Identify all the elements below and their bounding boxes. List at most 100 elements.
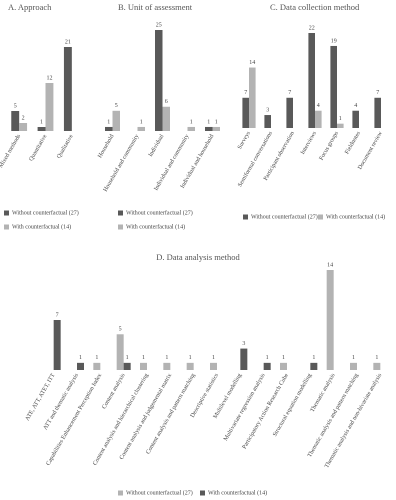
bar [264,115,271,128]
bar [155,30,163,131]
value-label: 1 [107,119,110,125]
value-label: 4 [317,103,320,109]
bar [205,126,213,131]
bar [242,97,249,128]
value-label: 14 [249,60,255,66]
value-label: 3 [242,341,245,347]
bar [63,47,72,131]
bar [352,110,359,128]
value-label: 5 [119,327,122,333]
legend-swatch [4,224,9,230]
bar [112,110,120,131]
value-label: 1 [140,119,143,125]
value-label: 5 [115,103,118,109]
bar [350,362,357,370]
value-label: 1 [375,355,378,361]
x-tick-label: Household [97,134,115,160]
bar [186,362,194,370]
bar [187,126,195,131]
chart-title: C. Data collection method [270,2,360,12]
value-label: 3 [266,107,269,113]
x-tick-label: Participatory Action Research Cube [242,372,290,450]
value-label: 22 [309,25,315,31]
value-label: 7 [376,90,379,96]
legend-swatch [243,214,248,220]
value-label: 1 [266,355,269,361]
legend-label: With counterfactual (14) [12,223,71,230]
value-label: 4 [354,103,357,109]
value-label: 1 [312,355,315,361]
value-label: 1 [215,119,218,125]
x-tick-label: Content analysis [101,372,126,410]
value-label: 1 [189,355,192,361]
value-label: 1 [207,119,210,125]
legend-label: With counterfactual (14) [208,489,267,496]
legend-swatch [118,210,123,216]
value-label: 21 [65,39,71,45]
value-label: 1 [190,119,193,125]
legend-label: Without counterfactual (27) [12,209,79,216]
bar [140,362,147,370]
x-tick-label: Individual [148,133,166,158]
bar [11,111,20,131]
legend-label: Without counterfactual (27) [126,209,193,216]
bar [212,126,220,131]
legend-swatch [200,490,205,496]
chart-title: D. Data analysis method [156,252,240,262]
bar [77,362,84,370]
bar [326,270,334,370]
x-tick-label: Content analysis and pattern matching [145,373,196,456]
bar [37,127,46,131]
legend-swatch [4,210,9,216]
x-tick-label: Interviews [300,130,318,156]
value-label: 1 [165,355,168,361]
legend-swatch [118,224,123,230]
value-label: 1 [282,355,285,361]
value-label: 1 [126,355,129,361]
value-label: 1 [79,355,82,361]
legend-label: Without counterfactual (27) [251,213,318,220]
x-tick-label: Document review [357,130,384,171]
value-label: 1 [352,355,355,361]
x-tick-label: Multivariate regression analysis [223,372,267,442]
value-label: 12 [46,75,52,81]
x-tick-label: Focus groups [319,130,341,161]
x-tick-label: Fieldnotes [344,130,362,155]
bar [280,362,287,370]
bar [210,362,217,370]
bar [374,97,381,128]
value-label: 1 [339,116,342,122]
bar [116,334,124,370]
value-label: 7 [56,312,59,318]
bar [249,67,256,128]
bar [53,320,61,370]
value-label: 2 [22,115,25,121]
bar [123,362,131,370]
value-label: 1 [40,119,43,125]
bar [137,126,145,131]
value-label: 6 [165,99,168,105]
legend-label: With counterfactual (14) [326,213,385,220]
legend-label: Without counterfactual (27) [126,489,193,496]
value-label: 5 [14,103,17,109]
x-tick-label: Qualitative [56,133,75,159]
bar [240,348,248,370]
bar [337,123,344,128]
value-label: 7 [244,90,247,96]
bar [19,123,28,131]
bar [163,362,171,370]
bar [263,362,271,370]
value-label: 1 [95,355,98,361]
bar [105,126,113,131]
x-tick-label: Quantitative [28,133,48,162]
bar [45,83,54,131]
bar [310,362,318,370]
value-label: 14 [327,262,333,268]
bar [330,45,337,128]
bar [286,97,293,128]
value-label: 19 [331,38,337,44]
x-tick-label: Mixed methods [0,133,22,169]
chart-title: B. Unit of assessment [118,2,193,12]
bar [308,33,315,128]
